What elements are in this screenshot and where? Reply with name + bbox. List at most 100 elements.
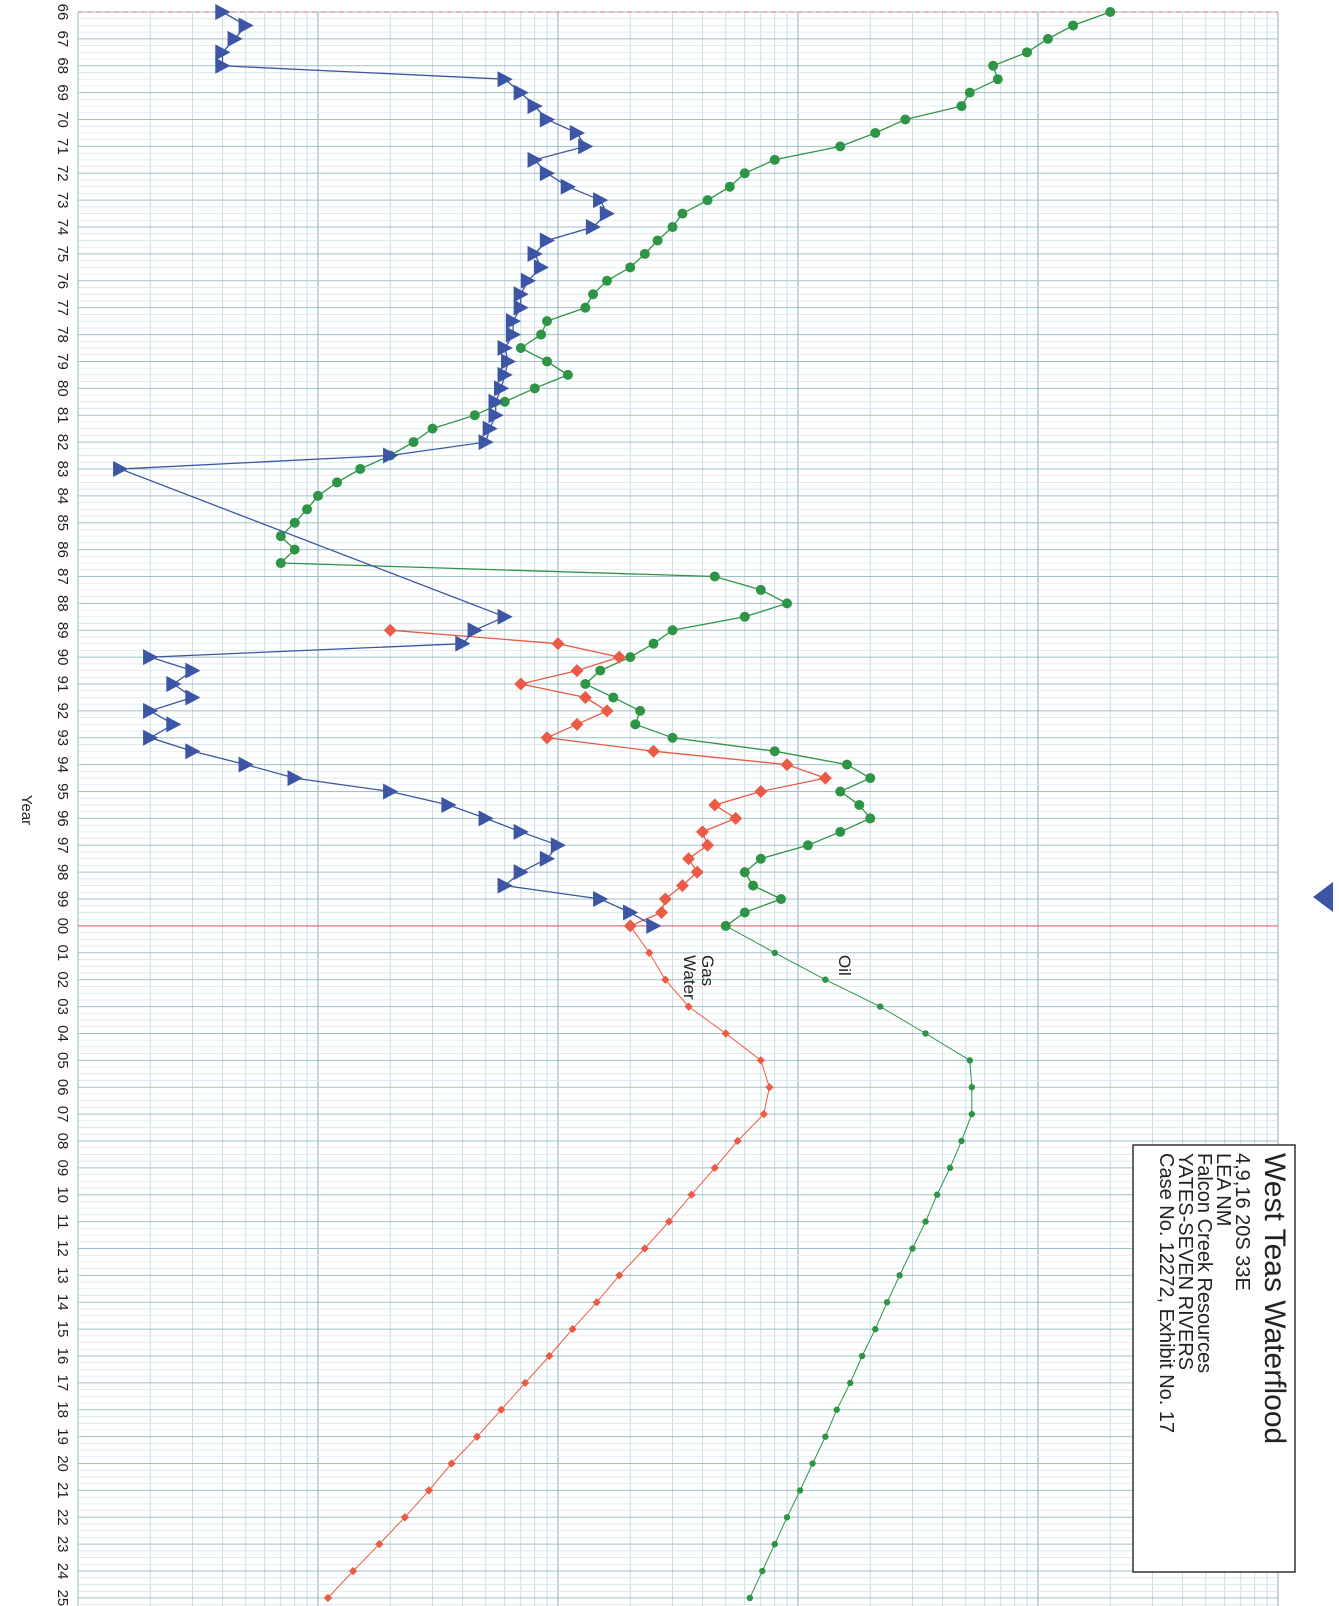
x-tick-label: 16 xyxy=(54,1348,71,1365)
water-history-point xyxy=(215,57,231,74)
water-history-point xyxy=(113,460,129,477)
oil-history-point xyxy=(302,504,313,515)
oil-history-point xyxy=(841,759,852,770)
oil-forecast-line xyxy=(725,925,973,1599)
water-history-point xyxy=(143,702,159,719)
water-history-point xyxy=(478,810,494,827)
water-history-point xyxy=(533,259,550,276)
water-history-point xyxy=(505,326,522,343)
water-history-point xyxy=(185,662,201,679)
gas-forecast-point xyxy=(375,1540,384,1549)
x-tick-label: 15 xyxy=(54,1321,71,1338)
gas-history-point xyxy=(682,852,696,866)
water-history-point xyxy=(494,380,510,397)
oil-history-point xyxy=(865,773,876,784)
oil-history-point xyxy=(964,87,975,98)
oil-history-point xyxy=(1105,7,1116,17)
oil-history-point xyxy=(802,840,813,851)
forecast-triangle-icon xyxy=(1313,882,1333,912)
gas-forecast-point xyxy=(323,1593,333,1603)
water-history-point xyxy=(539,165,556,182)
gas-history-point xyxy=(570,664,584,678)
oil-forecast-point xyxy=(833,1406,840,1413)
oil-history-point xyxy=(580,679,591,690)
gas-history-point xyxy=(514,677,528,691)
oil-history-point xyxy=(648,638,659,649)
gas-forecast-line xyxy=(327,925,770,1599)
x-tick-label: 72 xyxy=(54,165,71,182)
water-history-point xyxy=(593,192,609,209)
water-history-point xyxy=(238,756,254,773)
oil-history-point xyxy=(677,208,688,219)
gas-history-point xyxy=(729,811,743,825)
oil-history-point xyxy=(588,289,599,300)
x-tick-label: 68 xyxy=(54,57,71,74)
x-tick-label: 04 xyxy=(54,1025,71,1042)
oil-history-point xyxy=(427,423,438,434)
oil-history-point xyxy=(275,531,286,542)
gas-forecast-point xyxy=(497,1405,506,1414)
oil-history-point xyxy=(739,611,750,622)
oil-forecast-point xyxy=(946,1164,954,1172)
x-tick-label: 02 xyxy=(54,971,71,988)
oil-history-point xyxy=(1068,20,1079,31)
oil-forecast-point xyxy=(809,1460,816,1467)
x-tick-label: 85 xyxy=(54,514,71,531)
water-series xyxy=(113,4,662,934)
oil-history-point xyxy=(865,813,876,824)
x-tick-label: 05 xyxy=(54,1052,71,1069)
x-tick-label: 80 xyxy=(54,380,71,397)
x-tick-label: 11 xyxy=(54,1214,71,1230)
subtitle-line-5: Case No. 12272, Exhibit No. 17 xyxy=(1155,1153,1177,1433)
gas-forecast-point xyxy=(640,1244,649,1253)
water-label: Water xyxy=(680,955,699,1000)
gas-forecast-point xyxy=(424,1486,434,1495)
water-history-point xyxy=(215,44,231,61)
water-history-point xyxy=(569,124,586,141)
water-history-point xyxy=(646,917,662,934)
oil-history-point xyxy=(595,665,606,676)
x-tick-label: 86 xyxy=(54,541,71,558)
x-tick-label: 69 xyxy=(54,84,71,101)
x-tick-label: 24 xyxy=(54,1563,71,1580)
water-history-point xyxy=(497,877,513,894)
water-history-point xyxy=(488,393,504,410)
water-history-point xyxy=(539,111,556,128)
oil-forecast-point xyxy=(771,1540,778,1548)
oil-history-point xyxy=(332,477,343,488)
gas-forecast-point xyxy=(661,975,670,984)
gas-forecast-point xyxy=(759,1109,768,1119)
x-tick-label: 20 xyxy=(54,1455,71,1472)
water-history-point xyxy=(227,30,243,47)
gas-label: Gas xyxy=(698,955,717,986)
x-tick-label: 88 xyxy=(54,595,71,612)
x-tick-label: 21 xyxy=(54,1482,71,1499)
water-history-point xyxy=(143,729,159,746)
gas-forecast-point xyxy=(710,1163,719,1173)
gas-history-point xyxy=(675,879,689,893)
x-tick-label: 73 xyxy=(54,192,71,209)
gas-history-point xyxy=(655,905,669,919)
oil-history-point xyxy=(625,262,636,273)
x-tick-label: 67 xyxy=(54,31,71,48)
oil-history-point xyxy=(769,746,780,757)
gas-forecast-point xyxy=(568,1324,577,1334)
x-tick-label: 00 xyxy=(54,918,71,935)
x-tick-labels: 66 67 68 69 70 71 72 73 74 75 76 77 78 79 80 81 82 83 84 85… xyxy=(54,4,71,1606)
title-box-frame xyxy=(1132,1144,1296,1573)
oil-history-point xyxy=(542,356,553,367)
x-tick-label: 10 xyxy=(54,1186,71,1203)
gas-history-point xyxy=(701,838,715,852)
oil-history-point xyxy=(275,558,286,569)
oil-history-point xyxy=(988,60,999,71)
oil-forecast-point xyxy=(922,1030,929,1037)
x-tick-label: 14 xyxy=(54,1294,71,1311)
x-tick-label: 97 xyxy=(54,837,71,854)
gas-history-point xyxy=(383,623,397,637)
water-history-point xyxy=(497,608,513,625)
x-tick-label: 93 xyxy=(54,729,71,746)
x-tick-label: 09 xyxy=(54,1160,71,1177)
x-tick-label: 92 xyxy=(54,703,71,720)
water-history-point xyxy=(478,434,494,451)
oil-forecast-point xyxy=(822,1433,829,1440)
